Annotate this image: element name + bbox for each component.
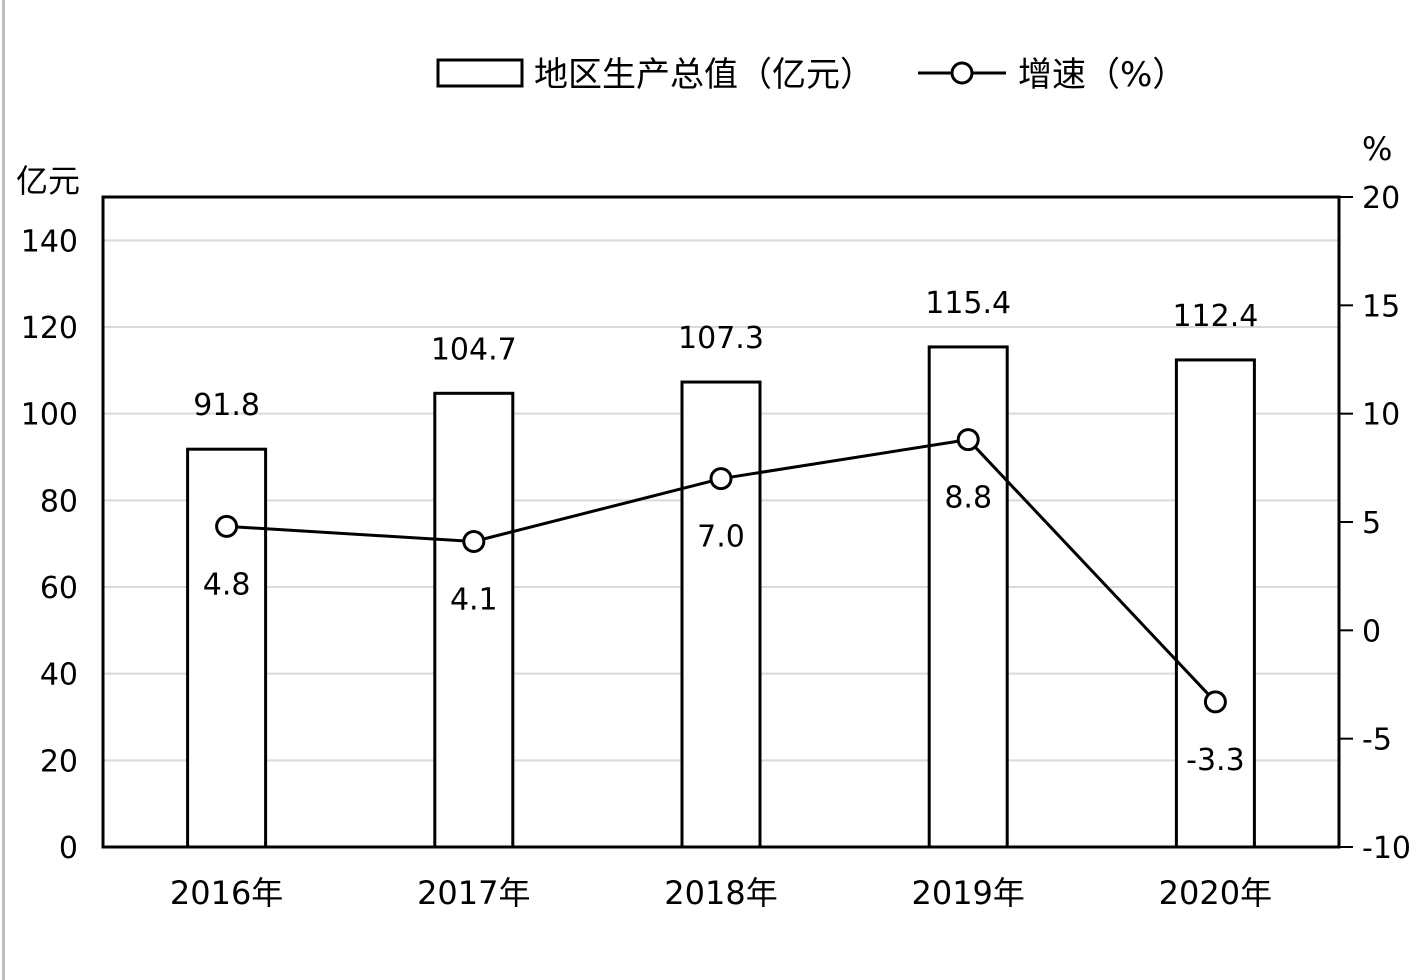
left-tick-label-120: 120 <box>21 311 78 346</box>
bar-value-label-2018年: 107.3 <box>678 321 764 356</box>
bar-2017年 <box>433 391 515 849</box>
right-tick-label-15: 15 <box>1362 289 1400 324</box>
growth-marker-2016年 <box>215 514 239 538</box>
left-tick-label-40: 40 <box>40 658 78 693</box>
bar-2016年 <box>186 447 268 849</box>
gridlines <box>103 239 1339 762</box>
left-edge-rule <box>2 0 5 980</box>
legend-bar-swatch <box>436 58 524 88</box>
growth-line-series <box>215 428 1227 714</box>
bar-value-label-2020年: 112.4 <box>1172 299 1258 334</box>
left-tick-label-80: 80 <box>40 484 78 519</box>
growth-marker-2020年 <box>1203 690 1227 714</box>
right-tick-label-10: 10 <box>1362 398 1400 433</box>
bar-2018年 <box>680 380 762 849</box>
x-label-2018年: 2018年 <box>664 874 777 912</box>
left-axis-ticks: 0 20 40 60 80 100 120 140 <box>21 224 78 866</box>
growth-value-label-2017年: 4.1 <box>450 583 498 618</box>
x-label-2019年: 2019年 <box>911 874 1024 912</box>
x-axis-labels: 2016年 2017年 2018年 2019年 2020年 <box>170 874 1272 912</box>
growth-marker-2019年 <box>956 428 980 452</box>
left-tick-label-20: 20 <box>40 744 78 779</box>
x-label-2017年: 2017年 <box>417 874 530 912</box>
left-tick-label-100: 100 <box>21 398 78 433</box>
growth-value-label-2020年: -3.3 <box>1186 743 1245 778</box>
right-tick-label-20: 20 <box>1362 181 1400 216</box>
legend-line-label: 增速（%） <box>1018 55 1186 95</box>
bars <box>186 345 1256 849</box>
growth-value-label-2018年: 7.0 <box>697 520 745 555</box>
left-axis-unit: 亿元 <box>16 162 80 200</box>
legend: 地区生产总值（亿元） 增速（%） <box>436 55 1186 95</box>
bar-value-label-2017年: 104.7 <box>431 332 517 367</box>
bar-2019年 <box>927 345 1009 849</box>
legend-bar-label: 地区生产总值（亿元） <box>534 55 874 95</box>
growth-marker-2018年 <box>709 467 733 491</box>
left-tick-label-140: 140 <box>21 224 78 259</box>
right-tick-label-0: 0 <box>1362 614 1381 649</box>
left-tick-label-0: 0 <box>59 831 78 866</box>
bar-value-label-2016年: 91.8 <box>193 388 260 423</box>
growth-value-label-2016年: 4.8 <box>203 567 251 602</box>
right-tick-label--10: -10 <box>1362 831 1411 866</box>
right-axis-unit: % <box>1362 130 1392 168</box>
right-axis-ticks: -10 -5 0 5 10 15 20 <box>1338 181 1411 866</box>
left-tick-label-60: 60 <box>40 571 78 606</box>
data-labels: 91.8 104.7 107.3 115.4 112.4 4.8 4.1 7.0 8.8 -3.3 <box>193 286 1258 778</box>
bar-value-label-2019年: 115.4 <box>925 286 1011 321</box>
x-label-2020年: 2020年 <box>1159 874 1272 912</box>
right-tick-label--5: -5 <box>1362 723 1392 758</box>
growth-marker-2017年 <box>462 530 486 553</box>
growth-value-label-2019年: 8.8 <box>944 481 992 516</box>
legend-line-marker <box>950 61 974 85</box>
right-tick-label-5: 5 <box>1362 506 1381 541</box>
x-label-2016年: 2016年 <box>170 874 283 912</box>
